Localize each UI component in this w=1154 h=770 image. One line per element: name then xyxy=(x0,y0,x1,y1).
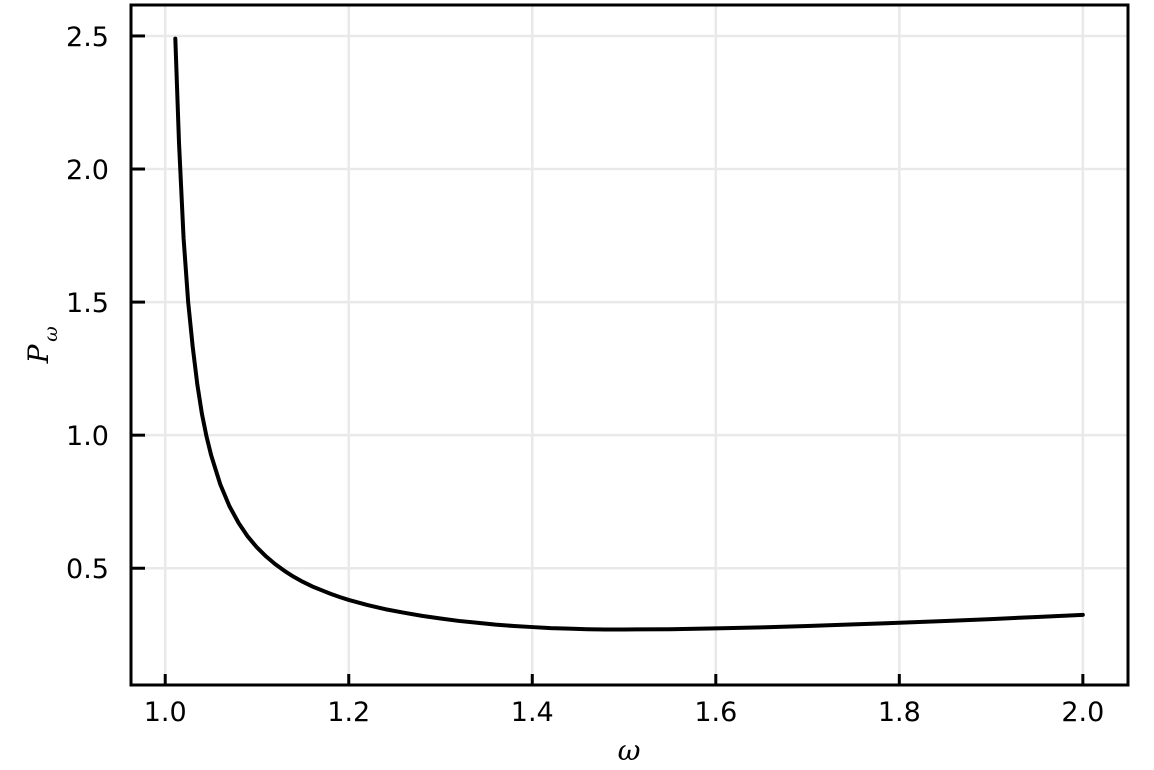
y-gridlines xyxy=(131,34,1128,570)
axes-background xyxy=(131,5,1128,685)
x-tick-label: 2.0 xyxy=(1061,697,1104,728)
y-tick-label: 1.5 xyxy=(66,288,109,319)
y-axis-title: P ω xyxy=(22,326,62,364)
y-tickmarks xyxy=(131,34,145,570)
data-series-line xyxy=(173,36,1085,632)
x-tick-label: 1.2 xyxy=(327,697,370,728)
x-gridlines xyxy=(163,5,1085,685)
x-tickmarks xyxy=(163,674,1085,685)
x-axis-title-text: ω xyxy=(618,734,641,767)
x-tick-label: 1.8 xyxy=(878,697,921,728)
x-tick-label: 1.0 xyxy=(144,697,187,728)
y-tick-label: 0.5 xyxy=(66,554,109,585)
x-tick-label: 1.4 xyxy=(511,697,554,728)
x-axis-title: ω xyxy=(618,734,641,767)
y-tick-labels: 0.5 1.0 1.5 2.0 2.5 xyxy=(66,22,109,585)
x-tick-labels: 1.0 1.2 1.4 1.6 1.8 2.0 xyxy=(144,697,1105,728)
x-tick-label: 1.6 xyxy=(694,697,737,728)
y-tick-label: 2.5 xyxy=(66,22,109,53)
y-tick-label: 1.0 xyxy=(66,421,109,452)
y-axis-title-subscript: ω xyxy=(40,326,62,342)
axes-spines xyxy=(129,3,1130,687)
y-tick-label: 2.0 xyxy=(66,155,109,186)
y-axis-title-base: P xyxy=(22,343,55,364)
